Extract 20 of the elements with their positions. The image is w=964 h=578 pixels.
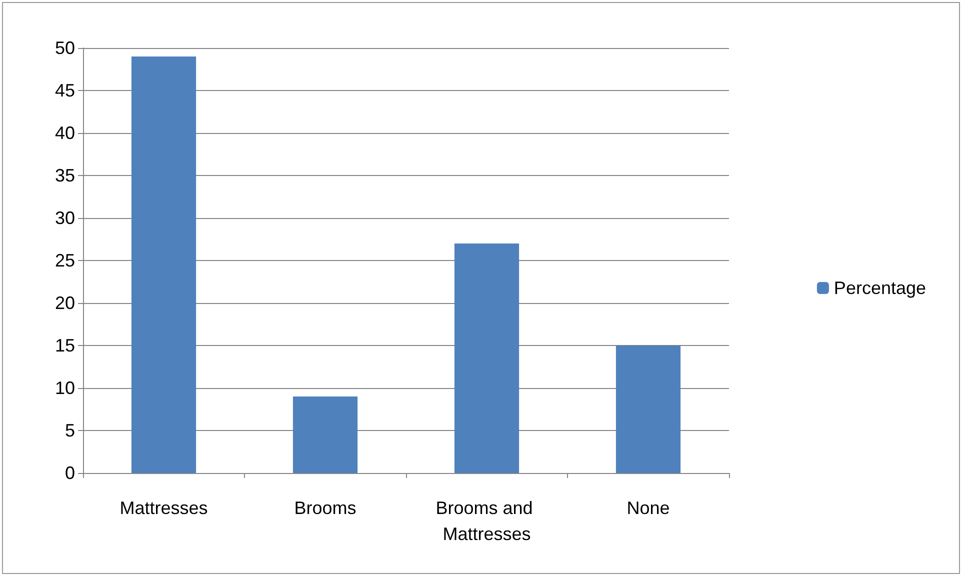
y-tick-label: 35 [54,166,75,186]
bar [616,346,681,473]
y-tick-label: 20 [54,293,75,313]
y-tick-label: 15 [54,336,75,356]
y-tick-label: 50 [54,38,75,58]
legend-label: Percentage [834,278,926,298]
y-tick-label: 40 [54,123,75,143]
y-tick-label: 25 [54,250,75,270]
y-tick-label: 10 [54,378,75,398]
y-tick-label: 5 [64,420,75,440]
y-tick-label: 30 [54,208,75,228]
bar [131,56,196,473]
x-tick-label: None [626,498,670,518]
x-tick-label: Mattresses [120,498,208,518]
x-tick-label: Brooms and Mattresses [436,498,538,544]
y-tick-label: 0 [64,463,75,483]
bar [292,396,358,473]
x-tick-label: Brooms [294,498,356,518]
bar [454,244,520,473]
y-tick-label: 45 [54,80,75,100]
